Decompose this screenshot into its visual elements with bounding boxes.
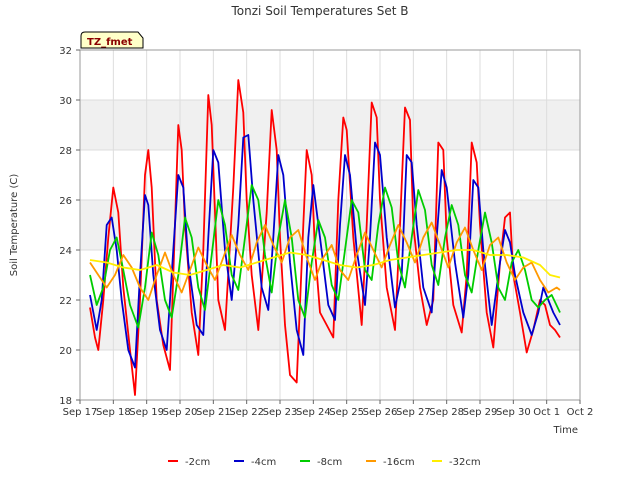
annotation-shape (80, 31, 144, 49)
x-tick-label: Sep 30 (496, 407, 531, 418)
x-tick-label: Sep 21 (196, 407, 231, 418)
x-tick-label: Sep 25 (329, 407, 364, 418)
chart-title: Tonzi Soil Temperatures Set B (231, 4, 409, 18)
legend-label: -32cm (449, 457, 481, 468)
series-line-16cm (89, 221, 561, 301)
x-tick-label: Sep 19 (129, 407, 164, 418)
y-tick-label: 24 (59, 246, 72, 257)
y-tick-label: 26 (59, 196, 72, 207)
y-tick-label: 20 (59, 346, 72, 357)
x-tick-label: Sep 17 (63, 407, 98, 418)
y-tick-label: 32 (59, 46, 72, 57)
plot-band (80, 100, 580, 150)
series-line-8cm (89, 184, 561, 329)
y-tick-label: 30 (59, 96, 72, 107)
y-tick-label: 22 (59, 296, 72, 307)
y-tick-label: 18 (59, 396, 72, 407)
annotation-box: TZ_fmet (80, 31, 144, 49)
x-tick-label: Sep 26 (363, 407, 398, 418)
x-axis-label: Time (553, 425, 578, 436)
legend-label: -2cm (185, 457, 210, 468)
legend: -2cm -4cm -8cm -16cm -32cm (168, 457, 481, 468)
legend-label: -16cm (383, 457, 415, 468)
y-tick-label: 28 (59, 146, 72, 157)
x-tick-label: Sep 24 (296, 407, 331, 418)
series-lines (89, 79, 561, 396)
x-tick-label: Sep 18 (96, 407, 131, 418)
series-line-4cm (89, 134, 561, 369)
plot-band (80, 200, 580, 250)
series-line-32cm (89, 249, 561, 279)
x-tick-label: Sep 23 (263, 407, 298, 418)
x-tick-label: Sep 20 (163, 407, 198, 418)
x-tick-label: Sep 22 (229, 407, 264, 418)
x-tick-label: Oct 1 (533, 407, 560, 418)
x-tick-label: Oct 2 (567, 407, 594, 418)
x-tick-label: Sep 27 (396, 407, 431, 418)
x-tick-label: Sep 29 (463, 407, 498, 418)
x-tick-label: Sep 28 (429, 407, 464, 418)
plot-frame (79, 49, 581, 401)
y-axis-label: Soil Temperature (C) (9, 174, 20, 277)
legend-label: -4cm (251, 457, 276, 468)
annotation-text: TZ_fmet (87, 37, 133, 48)
legend-label: -8cm (317, 457, 342, 468)
